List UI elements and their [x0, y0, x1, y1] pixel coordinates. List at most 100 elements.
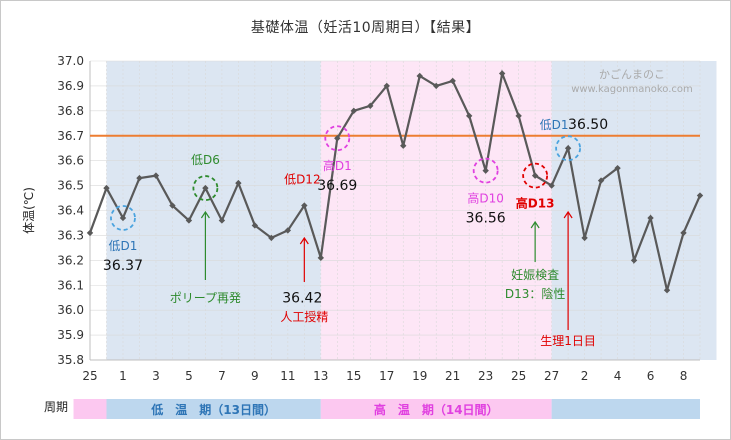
data-point [498, 70, 506, 77]
x-tick-label: 25 [511, 369, 526, 383]
annotation-value: 36.69 [317, 178, 357, 194]
x-tick-label: 11 [280, 369, 295, 383]
x-tick-label: 13 [313, 369, 328, 383]
highlight-circle [192, 175, 219, 201]
data-point [416, 72, 423, 80]
period-segment [106, 399, 321, 419]
y-tick-label: 36.2 [57, 253, 84, 267]
y-tick-label: 37.0 [57, 54, 84, 68]
data-point [515, 112, 522, 120]
period-segment [551, 399, 700, 419]
y-tick-label: 36.7 [57, 129, 84, 143]
period-segment [73, 399, 107, 419]
data-point [268, 234, 275, 242]
data-point [614, 164, 621, 172]
annotation-label: 高D10 [467, 191, 504, 206]
annotation-label: 低D6 [191, 153, 220, 167]
data-point [334, 135, 341, 142]
data-point [301, 202, 308, 209]
data-point [433, 82, 440, 90]
x-tick-label: 2 [581, 369, 589, 383]
period-segment-label: 高 温 期（14日間） [374, 402, 499, 417]
highlight-circle [555, 135, 582, 162]
data-point [119, 214, 127, 222]
data-point [152, 172, 160, 179]
x-tick-label: 8 [680, 369, 688, 383]
data-point [136, 174, 143, 182]
annotation-value: 36.56 [466, 211, 506, 227]
data-point [317, 254, 325, 262]
data-point [86, 229, 94, 237]
data-point [597, 177, 605, 184]
data-point [630, 257, 638, 264]
data-point [465, 112, 473, 120]
data-point [235, 179, 242, 187]
y-tick-label: 35.9 [57, 328, 84, 342]
x-tick-label: 27 [544, 369, 559, 383]
data-point [482, 167, 489, 174]
annotation-label: 低D12 [284, 173, 321, 187]
data-point [202, 184, 209, 192]
x-tick-label: 3 [152, 369, 160, 383]
x-tick-label: 6 [647, 369, 655, 383]
data-point [680, 229, 687, 237]
period-row-label: 周期 [44, 400, 69, 414]
note-arrowhead [200, 210, 210, 219]
data-point [169, 202, 176, 209]
note-text: ポリープ再発 [170, 291, 241, 305]
y-axis-label: 体温(℃) [22, 187, 36, 234]
x-tick-label: 7 [218, 369, 226, 383]
x-tick-label: 21 [445, 369, 460, 383]
data-point [564, 145, 572, 152]
note-arrowhead [299, 236, 309, 245]
y-tick-label: 36.9 [57, 79, 84, 93]
x-tick-label: 17 [379, 369, 394, 383]
data-point [696, 192, 704, 199]
data-point [400, 142, 407, 149]
watermark-url: www.kagonmanoko.com [571, 84, 693, 95]
note-arrowhead [530, 220, 540, 229]
data-point [367, 102, 374, 110]
data-point [581, 234, 588, 242]
period-segment [320, 399, 552, 419]
y-tick-label: 36.8 [57, 104, 84, 118]
annotation-label: 高D1 [323, 158, 352, 173]
highlight-circle [472, 157, 499, 184]
y-tick-label: 36.1 [57, 278, 84, 292]
highlight-circle [110, 205, 136, 231]
x-tick-label: 9 [251, 369, 259, 383]
note-text: D13：陰性 [505, 287, 566, 301]
x-tick-label: 15 [346, 369, 361, 383]
x-tick-label: 1 [119, 369, 127, 383]
watermark-name: かごんまのこ [599, 67, 665, 81]
data-point [449, 77, 456, 85]
temperature-line [88, 69, 702, 291]
x-tick-label: 5 [185, 369, 193, 383]
annotation-value: 36.37 [103, 258, 143, 274]
highlight-circle [522, 162, 549, 189]
data-point [251, 222, 259, 229]
note-text: 人工授精 [280, 309, 328, 324]
y-tick-label: 36.0 [57, 303, 84, 317]
annotation-value: 36.42 [282, 291, 322, 307]
data-point [663, 287, 671, 294]
data-point [103, 184, 110, 192]
data-point [350, 107, 357, 115]
y-tick-label: 35.8 [57, 353, 84, 367]
annotation-label: 低D1 [109, 239, 138, 253]
y-tick-label: 36.3 [57, 228, 84, 242]
note-text: 生理1日目 [540, 334, 596, 348]
x-tick-label: 4 [614, 369, 622, 383]
annotation-value: 36.50 [568, 117, 608, 133]
highlight-circle [324, 125, 351, 152]
x-tick-label: 25 [82, 369, 97, 383]
data-point [531, 172, 539, 179]
data-point [647, 214, 654, 222]
annotation-label: 高D13 [516, 196, 555, 211]
y-tick-label: 36.4 [57, 204, 84, 218]
data-point [218, 217, 226, 224]
x-tick-label: 23 [478, 369, 493, 383]
data-point [284, 227, 292, 234]
note-text: 妊娠検査 [511, 268, 559, 282]
